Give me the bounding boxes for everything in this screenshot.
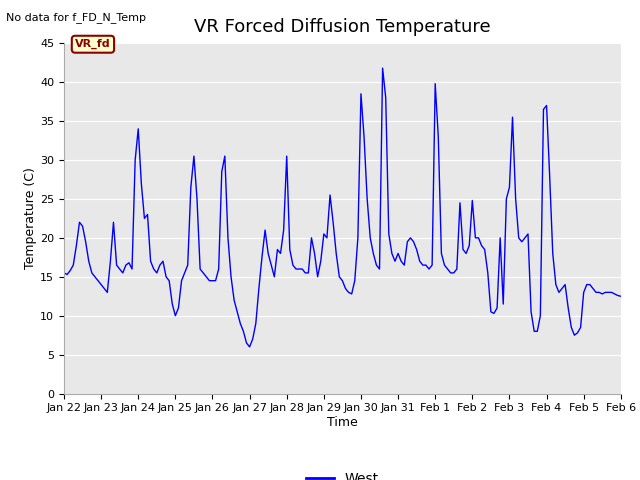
Y-axis label: Temperature (C): Temperature (C) [24,168,37,269]
Text: VR_fd: VR_fd [75,39,111,49]
Legend: West: West [300,467,385,480]
Title: VR Forced Diffusion Temperature: VR Forced Diffusion Temperature [194,18,491,36]
X-axis label: Time: Time [327,416,358,429]
Text: No data for f_FD_N_Temp: No data for f_FD_N_Temp [6,12,147,23]
